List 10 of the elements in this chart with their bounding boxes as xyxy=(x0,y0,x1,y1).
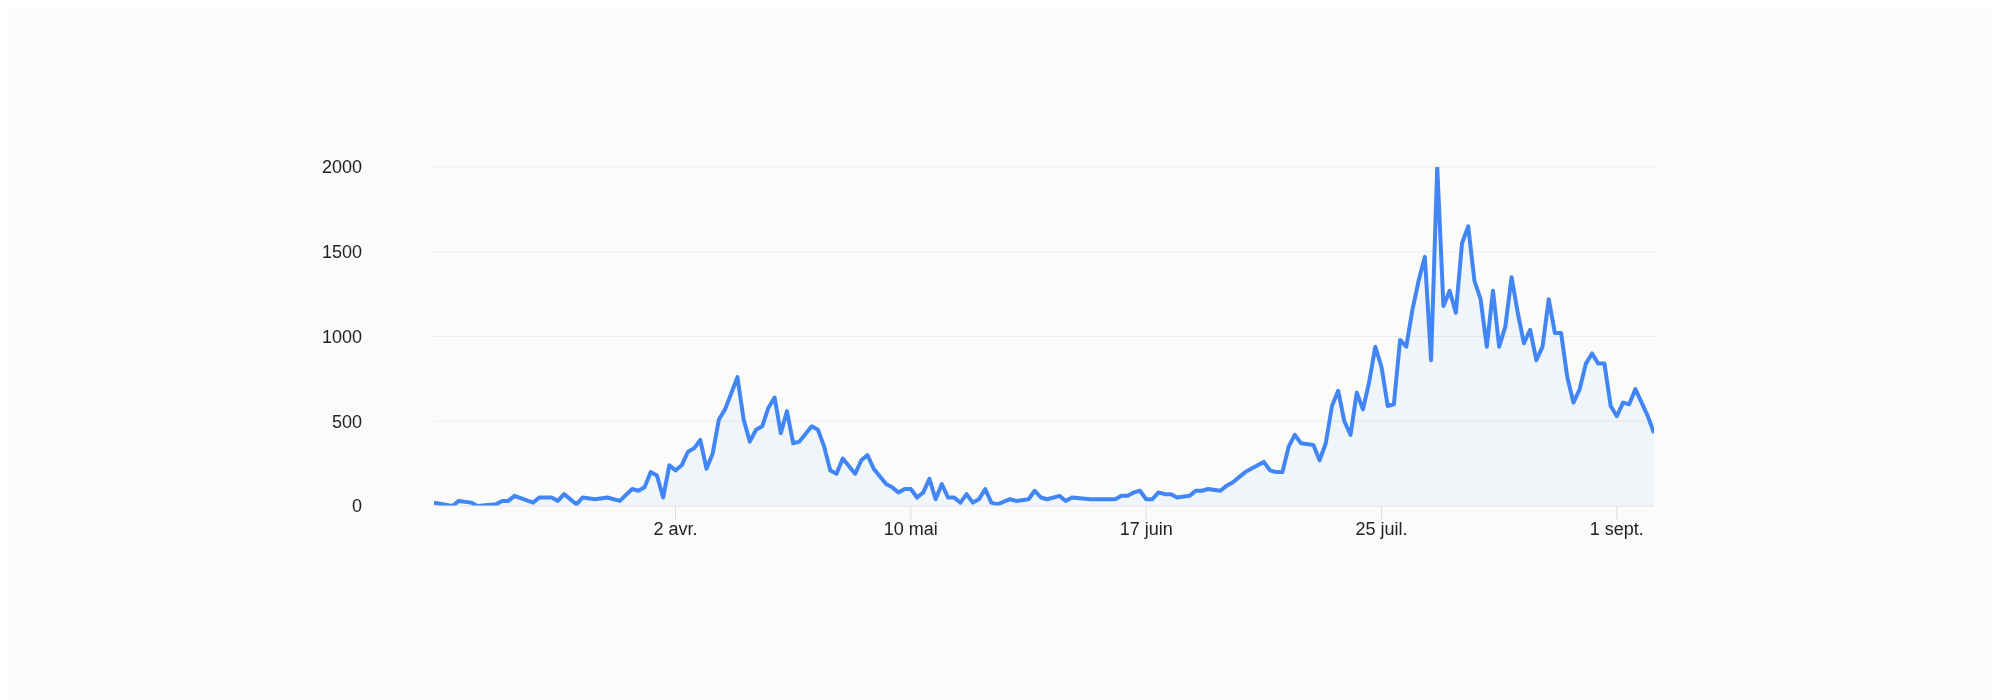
y-tick-label: 2000 xyxy=(321,157,362,178)
x-tick-label: 25 juil. xyxy=(1355,518,1408,539)
x-tick-label: 1 sept. xyxy=(1589,518,1644,539)
y-tick-label: 500 xyxy=(331,411,362,432)
y-tick-label: 1500 xyxy=(321,242,362,263)
x-tick-label: 17 juin xyxy=(1119,518,1173,539)
y-tick-label: 0 xyxy=(351,496,362,517)
x-tick-label: 10 mai xyxy=(883,518,938,539)
y-tick-label: 1000 xyxy=(321,326,362,347)
x-tick-label: 2 avr. xyxy=(653,518,698,539)
